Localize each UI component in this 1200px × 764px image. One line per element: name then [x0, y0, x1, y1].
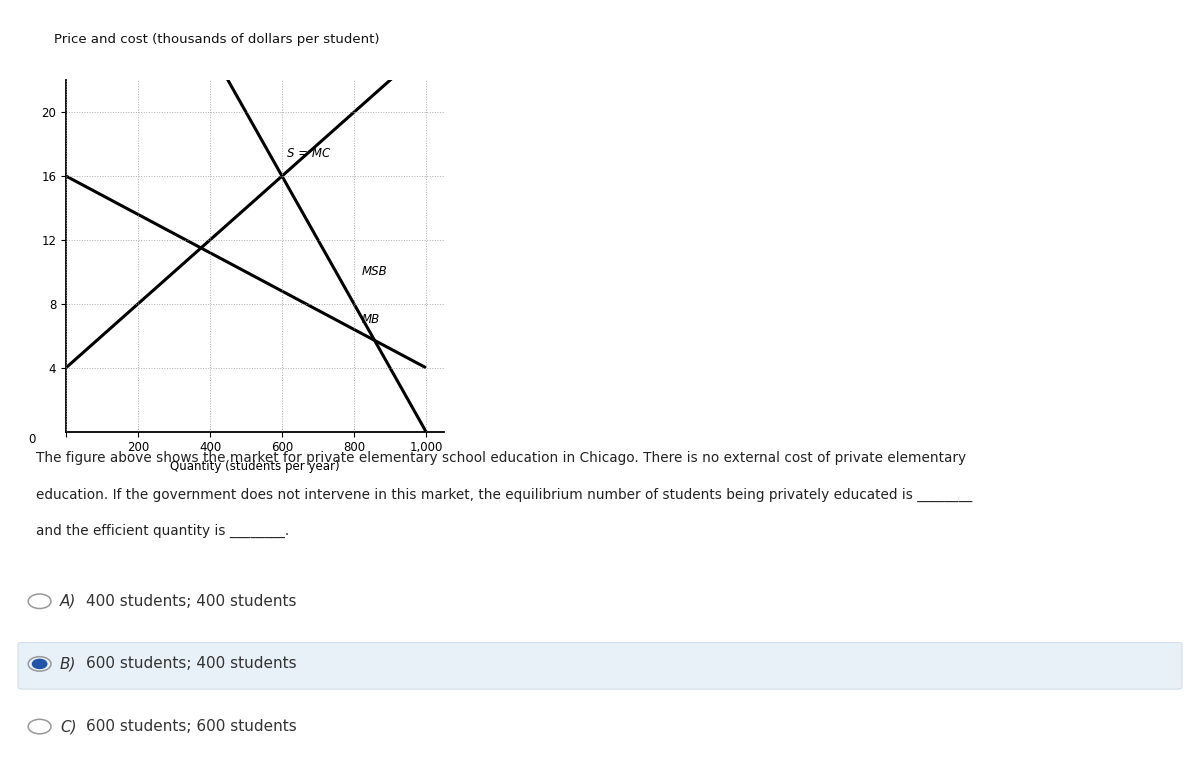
Text: C): C)	[60, 719, 77, 734]
Text: Price and cost (thousands of dollars per student): Price and cost (thousands of dollars per…	[54, 33, 379, 46]
Text: 0: 0	[28, 433, 36, 446]
Text: 400 students; 400 students: 400 students; 400 students	[86, 594, 296, 609]
X-axis label: Quantity (students per year): Quantity (students per year)	[170, 460, 340, 473]
Text: 600 students; 600 students: 600 students; 600 students	[86, 719, 298, 734]
Text: The figure above shows the market for private elementary school education in Chi: The figure above shows the market for pr…	[36, 451, 966, 465]
Text: MSB: MSB	[361, 265, 386, 278]
Text: A): A)	[60, 594, 77, 609]
Text: 600 students; 400 students: 600 students; 400 students	[86, 656, 298, 672]
Text: B): B)	[60, 656, 77, 672]
Text: education. If the government does not intervene in this market, the equilibrium : education. If the government does not in…	[36, 487, 972, 502]
Text: S = MC: S = MC	[288, 147, 331, 160]
Text: MB: MB	[361, 313, 379, 326]
Text: and the efficient quantity is ________.: and the efficient quantity is ________.	[36, 524, 289, 539]
